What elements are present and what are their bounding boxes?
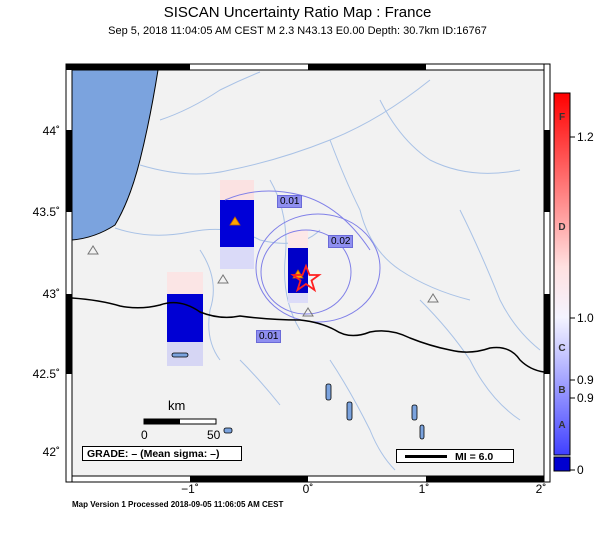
km-scale-bar — [143, 418, 217, 425]
sea — [72, 70, 159, 241]
colorbar-letter: F — [558, 112, 566, 123]
stations — [87, 245, 439, 317]
colorbar-value: 1.0 — [577, 311, 594, 325]
lat-tick: 42˚ — [42, 445, 60, 459]
scale-max-label: 50 — [207, 428, 221, 442]
lon-tick: −1˚ — [181, 482, 199, 496]
lat-tick: 43.5˚ — [32, 205, 60, 219]
colorbar-value: 1.2 — [577, 130, 594, 144]
contour-label: 0.01 — [256, 330, 282, 343]
colorbar-letter: A — [558, 420, 566, 431]
contour-label: 0.02 — [328, 235, 354, 248]
lat-tick: 44˚ — [42, 124, 60, 138]
grade-legend: GRADE: – (Mean sigma: –) — [82, 446, 242, 461]
lon-tick: 2˚ — [535, 482, 547, 496]
map-frame — [65, 63, 551, 483]
map-title: SISCAN Uncertainty Ratio Map : France — [163, 4, 432, 21]
colorbar-value: 0.9 — [577, 373, 594, 387]
colorbar — [553, 92, 575, 472]
colorbar-value: 0.9 — [577, 391, 594, 405]
uncertainty-contours — [224, 190, 381, 323]
lon-tick: 1˚ — [418, 482, 430, 496]
colorbar-letter: C — [558, 343, 566, 354]
colorbar-value: 0 — [577, 463, 584, 477]
map-subtitle: Sep 5, 2018 11:04:05 AM CEST M 2.3 N43.1… — [108, 25, 487, 37]
scale-min-label: 0 — [141, 428, 148, 442]
mi-label: MI = 6.0 — [455, 451, 494, 463]
station-triggered — [229, 216, 241, 226]
contour-label: 0.01 — [277, 195, 303, 208]
lat-tick: 42.5˚ — [32, 367, 60, 381]
country-border — [72, 297, 544, 373]
colorbar-letter: B — [558, 385, 566, 396]
epicenter-star — [290, 263, 322, 293]
islands — [171, 352, 425, 440]
footer-processed: Map Version 1 Processed 2018-09-05 11:06… — [72, 500, 284, 509]
lat-tick: 43˚ — [42, 287, 60, 301]
scale-unit-label: km — [168, 398, 186, 413]
mi-legend: MI = 6.0 — [396, 449, 514, 463]
colorbar-letter: D — [558, 222, 566, 233]
lon-tick: 0˚ — [302, 482, 314, 496]
mi-bar — [405, 455, 447, 458]
